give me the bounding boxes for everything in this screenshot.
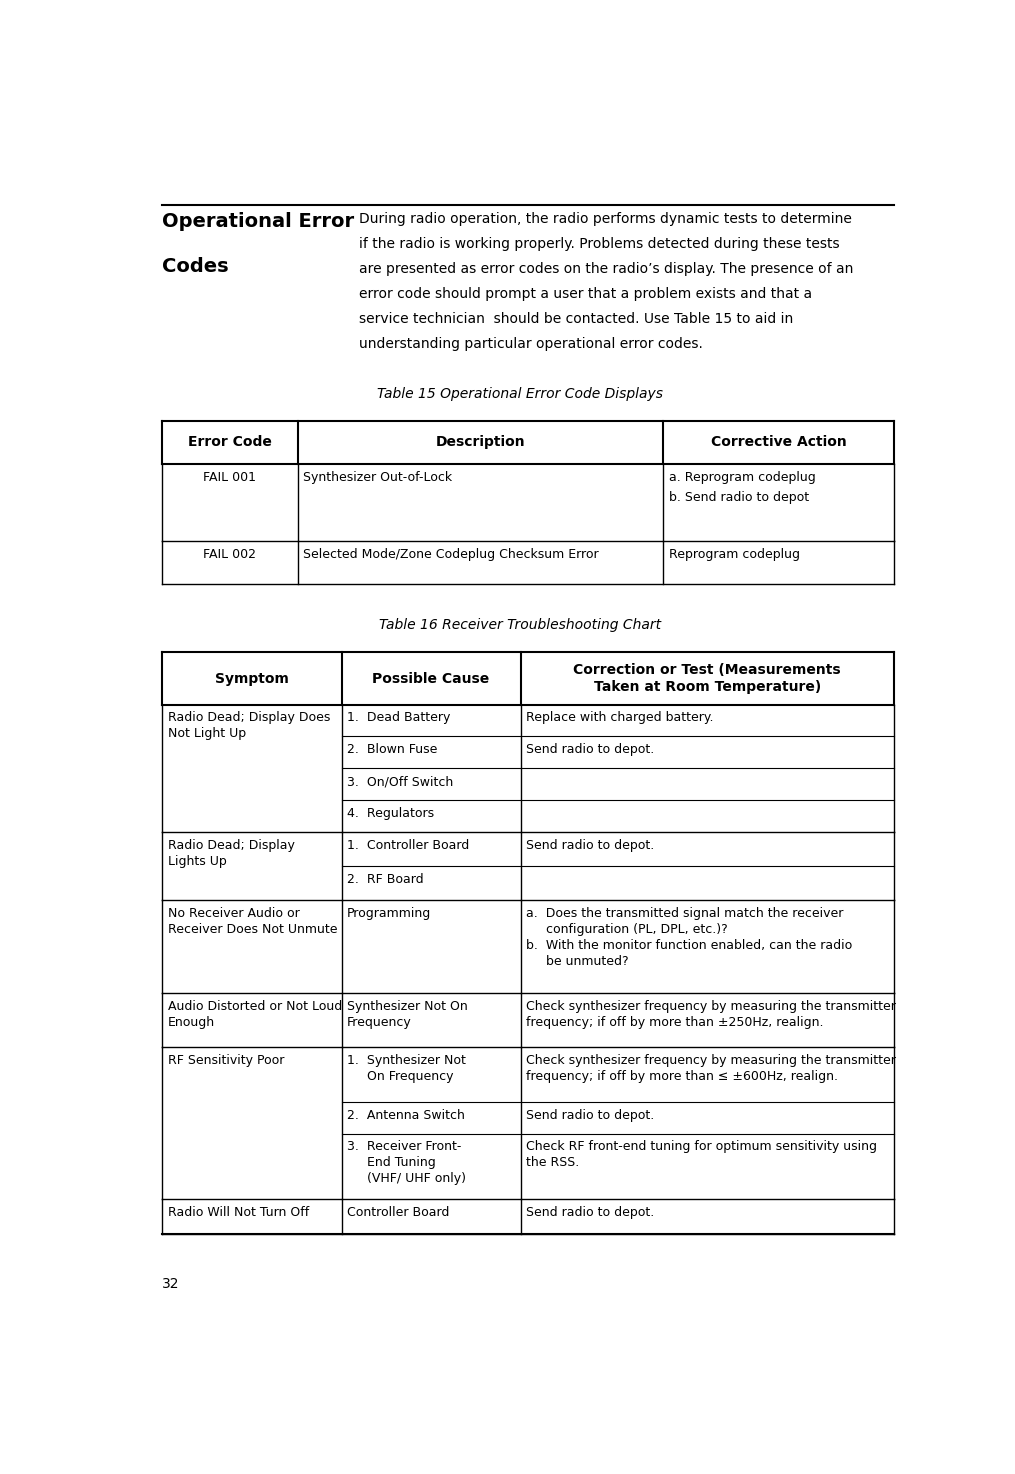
- Text: Check synthesizer frequency by measuring the transmitter
frequency; if off by mo: Check synthesizer frequency by measuring…: [526, 1054, 896, 1083]
- Text: FAIL 001: FAIL 001: [203, 470, 257, 483]
- Text: are presented as error codes on the radio’s display. The presence of an: are presented as error codes on the radi…: [359, 262, 854, 276]
- Text: 1.  Synthesizer Not
     On Frequency: 1. Synthesizer Not On Frequency: [347, 1054, 466, 1083]
- Text: FAIL 002: FAIL 002: [203, 548, 257, 562]
- Text: 2.  Antenna Switch: 2. Antenna Switch: [347, 1108, 465, 1122]
- Text: Audio Distorted or Not Loud
Enough: Audio Distorted or Not Loud Enough: [167, 999, 342, 1029]
- Text: error code should prompt a user that a problem exists and that a: error code should prompt a user that a p…: [359, 287, 812, 301]
- Text: Check RF front-end tuning for optimum sensitivity using
the RSS.: Check RF front-end tuning for optimum se…: [526, 1141, 877, 1169]
- Text: 3.  On/Off Switch: 3. On/Off Switch: [347, 775, 454, 789]
- Text: a. Reprogram codeplug
b. Send radio to depot: a. Reprogram codeplug b. Send radio to d…: [669, 470, 816, 504]
- Text: Error Code: Error Code: [188, 435, 272, 450]
- Text: Synthesizer Out-of-Lock: Synthesizer Out-of-Lock: [303, 470, 453, 483]
- Text: Check synthesizer frequency by measuring the transmitter
frequency; if off by mo: Check synthesizer frequency by measuring…: [526, 999, 896, 1029]
- Text: 32: 32: [162, 1278, 180, 1291]
- Text: Table 16 Receiver Troubleshooting Chart: Table 16 Receiver Troubleshooting Chart: [380, 619, 661, 632]
- Text: Send radio to depot.: Send radio to depot.: [526, 743, 655, 756]
- Text: a.  Does the transmitted signal match the receiver
     configuration (PL, DPL, : a. Does the transmitted signal match the…: [526, 907, 853, 967]
- Text: Send radio to depot.: Send radio to depot.: [526, 839, 655, 852]
- Text: Radio Will Not Turn Off: Radio Will Not Turn Off: [167, 1206, 309, 1219]
- Text: RF Sensitivity Poor: RF Sensitivity Poor: [167, 1054, 284, 1067]
- Text: No Receiver Audio or
Receiver Does Not Unmute: No Receiver Audio or Receiver Does Not U…: [167, 907, 337, 936]
- Text: Symptom: Symptom: [215, 672, 289, 685]
- Text: Synthesizer Not On
Frequency: Synthesizer Not On Frequency: [347, 999, 468, 1029]
- Text: Send radio to depot.: Send radio to depot.: [526, 1108, 655, 1122]
- Text: Corrective Action: Corrective Action: [710, 435, 847, 450]
- Text: 1.  Controller Board: 1. Controller Board: [347, 839, 469, 852]
- Text: Table 15 Operational Error Code Displays: Table 15 Operational Error Code Displays: [378, 386, 663, 401]
- Text: Correction or Test (Measurements
Taken at Room Temperature): Correction or Test (Measurements Taken a…: [573, 663, 841, 694]
- Text: Codes: Codes: [162, 258, 229, 277]
- Text: if the radio is working properly. Problems detected during these tests: if the radio is working properly. Proble…: [359, 237, 839, 251]
- Text: Radio Dead; Display
Lights Up: Radio Dead; Display Lights Up: [167, 839, 294, 868]
- Text: During radio operation, the radio performs dynamic tests to determine: During radio operation, the radio perfor…: [359, 212, 852, 226]
- Text: 2.  Blown Fuse: 2. Blown Fuse: [347, 743, 437, 756]
- Text: Description: Description: [435, 435, 526, 450]
- Text: 4.  Regulators: 4. Regulators: [347, 806, 434, 820]
- Text: Operational Error: Operational Error: [162, 212, 354, 231]
- Text: 3.  Receiver Front-
     End Tuning
     (VHF/ UHF only): 3. Receiver Front- End Tuning (VHF/ UHF …: [347, 1141, 466, 1185]
- Text: Reprogram codeplug: Reprogram codeplug: [669, 548, 800, 562]
- Text: service technician  should be contacted. Use Table 15 to aid in: service technician should be contacted. …: [359, 312, 793, 326]
- Text: Possible Cause: Possible Cause: [373, 672, 490, 685]
- Text: 2.  RF Board: 2. RF Board: [347, 873, 423, 886]
- Text: understanding particular operational error codes.: understanding particular operational err…: [359, 338, 702, 351]
- Text: 1.  Dead Battery: 1. Dead Battery: [347, 712, 451, 724]
- Text: Radio Dead; Display Does
Not Light Up: Radio Dead; Display Does Not Light Up: [167, 712, 330, 740]
- Text: Send radio to depot.: Send radio to depot.: [526, 1206, 655, 1219]
- Text: Selected Mode/Zone Codeplug Checksum Error: Selected Mode/Zone Codeplug Checksum Err…: [303, 548, 599, 562]
- Text: Programming: Programming: [347, 907, 431, 920]
- Text: Controller Board: Controller Board: [347, 1206, 450, 1219]
- Text: Replace with charged battery.: Replace with charged battery.: [526, 712, 714, 724]
